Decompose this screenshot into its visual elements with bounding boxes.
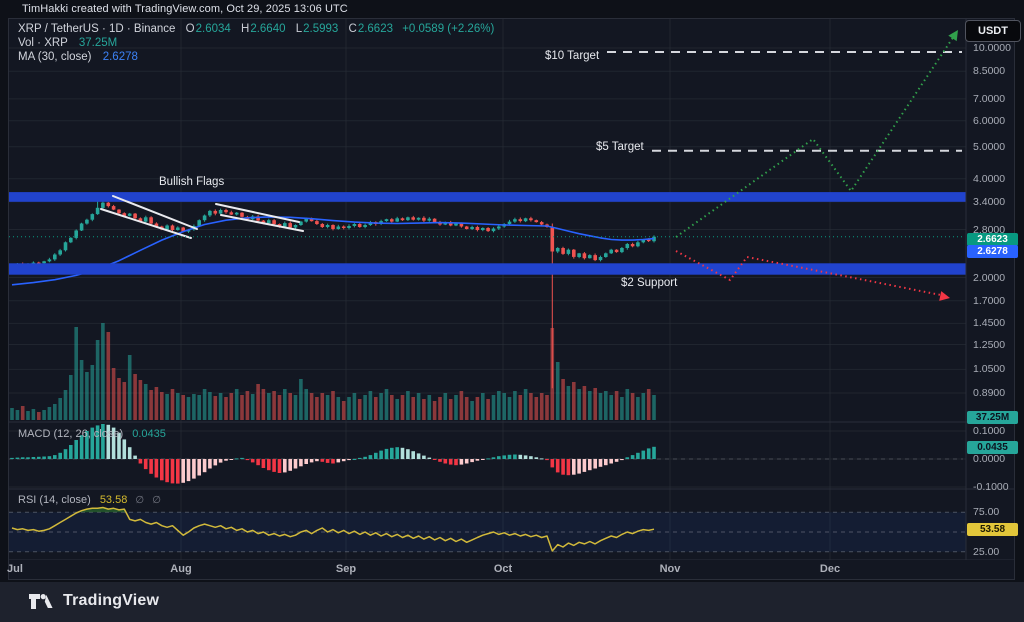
- volume-legend: Vol · XRP 37.25M: [18, 37, 117, 49]
- rsi-axis-label: 75.00: [973, 506, 1000, 519]
- flag-channel-lines: [100, 195, 304, 239]
- footer-bar: TradingView: [0, 582, 1024, 622]
- rsi-axis-label: 25.00: [973, 545, 1000, 558]
- ma-legend: MA (30, close) 2.6278: [18, 51, 138, 63]
- annotation-2-support: $2 Support: [621, 277, 678, 289]
- macd-label: MACD (12, 26, close): [18, 428, 124, 440]
- currency-toggle-button[interactable]: USDT: [965, 20, 1021, 42]
- open-key: O: [185, 23, 195, 35]
- macd-axis-label: -0.1000: [973, 481, 1009, 493]
- time-axis-month-label: Oct: [493, 563, 513, 575]
- ma-label: MA (30, close): [18, 51, 92, 63]
- ma-value: 2.6278: [102, 51, 138, 63]
- symbol-legend: XRP / TetherUS · 1D · Binance O2.6034 H2…: [18, 23, 494, 35]
- rsi-line: [11, 506, 655, 552]
- price-axis-label: 5.0000: [973, 141, 1006, 153]
- tradingview-logo-icon: [29, 593, 53, 609]
- volume-label: Vol · XRP: [18, 37, 68, 49]
- bullish-arrowhead-icon: [948, 30, 958, 42]
- open-value: 2.6034: [195, 23, 231, 35]
- volume-bars: [10, 323, 656, 420]
- time-axis-month-label: Jul: [7, 563, 23, 575]
- chart-frame: [8, 18, 1015, 580]
- hidden-series-icon: ∅: [135, 495, 145, 506]
- rsi-legend: RSI (14, close) 53.58 ∅ ∅: [18, 494, 161, 506]
- price-axis-label: 3.4000: [973, 196, 1006, 208]
- macd-value: 0.0435: [132, 428, 166, 440]
- axis-price-badge: 53.58: [967, 522, 1018, 536]
- annotation-10-target: $10 Target: [545, 50, 600, 62]
- low-key: L: [295, 23, 303, 35]
- price-axis-label: 7.0000: [973, 93, 1006, 105]
- price-axis-label: 0.8900: [973, 387, 1006, 399]
- price-axis-label: 1.4500: [973, 317, 1006, 329]
- rsi-label: RSI (14, close): [18, 494, 91, 506]
- macd-axis-label: 0.0000: [973, 453, 1006, 465]
- axis-price-badge: 2.6623: [967, 232, 1018, 246]
- macd-histogram: [10, 424, 656, 484]
- close-value: 2.6623: [357, 23, 393, 35]
- hidden-series-icon: ∅: [152, 495, 161, 506]
- rsi-band: [9, 512, 966, 552]
- support-zone: [9, 263, 966, 275]
- time-axis-month-label: Dec: [819, 563, 841, 575]
- resistance-zone: [9, 192, 966, 202]
- macd-legend: MACD (12, 26, close) 0.0435: [18, 428, 166, 440]
- ma30-line: [11, 216, 655, 286]
- annotation-bullish-flags: Bullish Flags: [159, 176, 225, 188]
- price-axis-label: 8.5000: [973, 65, 1006, 77]
- time-axis-month-label: Aug: [170, 563, 192, 575]
- time-axis-month-label: Nov: [659, 563, 681, 575]
- attribution-text: TimHakki created with TradingView.com, O…: [22, 3, 348, 15]
- price-axis-label: 1.2500: [973, 339, 1006, 351]
- high-value: 2.6640: [250, 23, 286, 35]
- price-axis-label: 1.0500: [973, 363, 1006, 375]
- price-axis-label: 4.0000: [973, 173, 1006, 185]
- bearish-arrowhead-icon: [939, 291, 950, 301]
- axis-price-badge: 2.6278: [967, 244, 1018, 258]
- grid: [9, 19, 966, 560]
- price-axis-label: 2.0000: [973, 272, 1006, 284]
- volume-value: 37.25M: [78, 37, 118, 49]
- macd-axis-label: 0.1000: [973, 425, 1006, 437]
- low-value: 2.5993: [303, 23, 339, 35]
- brand-name: TradingView: [63, 592, 160, 609]
- time-axis-month-label: Sep: [335, 563, 357, 575]
- price-axis-label: 6.0000: [973, 115, 1006, 127]
- high-key: H: [241, 23, 250, 35]
- axis-price-badge: 37.25M: [967, 410, 1018, 424]
- price-axis-label: 1.7000: [973, 295, 1006, 307]
- brand-logo: TradingView: [28, 592, 159, 610]
- price-axis-label: 10.0000: [973, 42, 1011, 54]
- bullish-projection-line: [675, 32, 957, 238]
- annotation-5-target: $5 Target: [596, 141, 644, 153]
- bearish-projection-line: [675, 250, 947, 297]
- axis-price-badge: 0.0435: [967, 440, 1018, 454]
- symbol-title: XRP / TetherUS · 1D · Binance: [18, 23, 176, 35]
- rsi-value: 53.58: [99, 494, 128, 506]
- close-key: C: [348, 23, 357, 35]
- change-value: +0.0589 (+2.26%): [402, 23, 495, 35]
